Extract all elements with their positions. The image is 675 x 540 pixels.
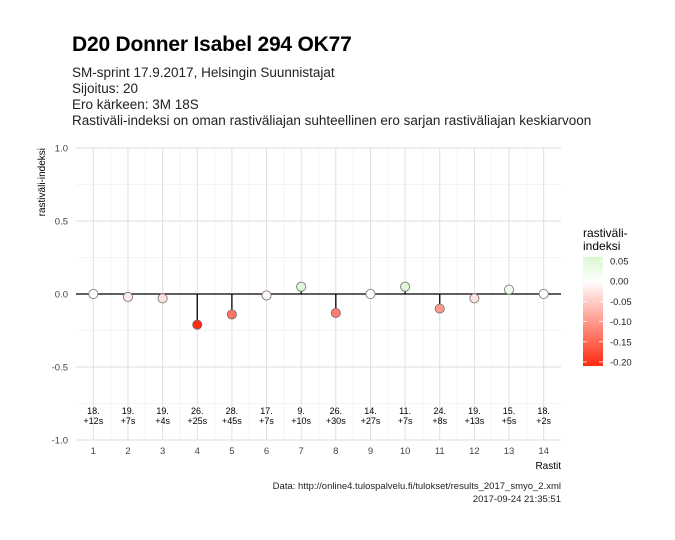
data-point [157, 293, 168, 304]
point-labels: 18.+12s19.+7s19.+4s26.+25s28.+45s17.+7s9… [83, 406, 551, 426]
point-label: +2s [536, 416, 551, 426]
x-tick-label: 14 [538, 446, 549, 457]
point-label: +25s [187, 416, 207, 426]
point-label: +5s [502, 416, 517, 426]
legend-tick-label: 0.00 [610, 277, 629, 288]
y-tick-label: 1.0 [55, 144, 68, 155]
data-point [330, 307, 341, 318]
y-tick-label: -0.5 [52, 363, 68, 374]
legend-tick-label: -0.15 [610, 337, 632, 348]
axes: -1.0-0.50.00.51.01 2 3 4 5 6 7 8 9 10 11 12 13 14Rast… [37, 144, 561, 473]
legend-tick-label: -0.10 [610, 317, 632, 328]
point-label: +13s [465, 416, 485, 426]
x-tick-label: 4 [195, 446, 200, 457]
point-label: +7s [398, 416, 413, 426]
point-label: 17. [260, 406, 273, 416]
data-point [504, 284, 515, 295]
x-tick-label: 2 [125, 446, 130, 457]
point-label: +7s [259, 416, 274, 426]
point-label: +4s [155, 416, 170, 426]
chart-title: D20 Donner Isabel 294 OK77 [72, 33, 352, 56]
data-point [192, 319, 203, 330]
x-tick-label: 13 [504, 446, 515, 457]
x-tick-label: 12 [469, 446, 480, 457]
point-label: +7s [121, 416, 136, 426]
legend-tick-label: -0.20 [610, 357, 632, 368]
data-marks [76, 281, 561, 330]
point-label: 28. [226, 406, 239, 416]
point-label: 18. [87, 406, 100, 416]
legend: rastiväli-indeksi 0.05 0.00 -0.05 -0.10 -0.15… [583, 226, 632, 368]
point-label: +45s [222, 416, 242, 426]
subtitle-line-1: SM-sprint 17.9.2017, Helsingin Suunnista… [72, 65, 335, 80]
point-label: +27s [361, 416, 381, 426]
point-label: 9. [297, 406, 305, 416]
x-tick-label: 9 [368, 446, 373, 457]
data-point [296, 281, 307, 292]
y-tick-label: 0.5 [55, 217, 68, 228]
point-label: 14. [364, 406, 377, 416]
y-axis-title: rastiväli-indeksi [37, 148, 48, 216]
point-label: +8s [432, 416, 447, 426]
data-point [469, 293, 480, 304]
legend-tick-label: -0.05 [610, 297, 632, 308]
x-tick-label: 8 [333, 446, 338, 457]
point-label: 26. [330, 406, 343, 416]
y-tick-label: 0.0 [55, 290, 68, 301]
x-tick-label: 11 [435, 446, 445, 457]
point-label: 15. [503, 406, 516, 416]
legend-title: rastiväli- [583, 226, 628, 240]
point-label: 19. [468, 406, 481, 416]
data-point [538, 288, 549, 299]
data-point [261, 290, 272, 301]
x-tick-label: 3 [160, 446, 165, 457]
subtitle-line-4: Rastiväli-indeksi on oman rastiväliajan … [72, 113, 592, 128]
data-point [122, 291, 133, 302]
data-point [400, 281, 411, 292]
caption-source: Data: http://online4.tulospalvelu.fi/tul… [272, 481, 561, 492]
subtitle-line-3: Ero kärkeen: 3M 18S [72, 97, 199, 112]
point-label: 26. [191, 406, 204, 416]
data-point [434, 303, 445, 314]
x-tick-label: 10 [400, 446, 411, 457]
point-label: 19. [122, 406, 135, 416]
caption-timestamp: 2017-09-24 21:35:51 [472, 494, 561, 505]
legend-title: indeksi [583, 239, 620, 253]
point-label: 19. [156, 406, 169, 416]
x-tick-label: 7 [299, 446, 304, 457]
point-label: 11. [399, 406, 411, 416]
data-point [88, 288, 99, 299]
point-label: +10s [291, 416, 311, 426]
y-tick-label: -1.0 [52, 436, 68, 447]
x-tick-label: 1 [91, 446, 96, 457]
legend-tick-label: 0.05 [610, 257, 629, 268]
point-label: +30s [326, 416, 346, 426]
x-tick-label: 6 [264, 446, 269, 457]
subtitle-line-2: Sijoitus: 20 [72, 81, 139, 96]
point-label: +12s [83, 416, 103, 426]
point-label: 24. [433, 406, 446, 416]
data-point [365, 288, 376, 299]
x-axis-title: Rastit [535, 461, 561, 472]
point-label: 18. [537, 406, 550, 416]
legend-colorbar [583, 257, 603, 366]
data-point [226, 309, 237, 320]
x-tick-label: 5 [229, 446, 234, 457]
